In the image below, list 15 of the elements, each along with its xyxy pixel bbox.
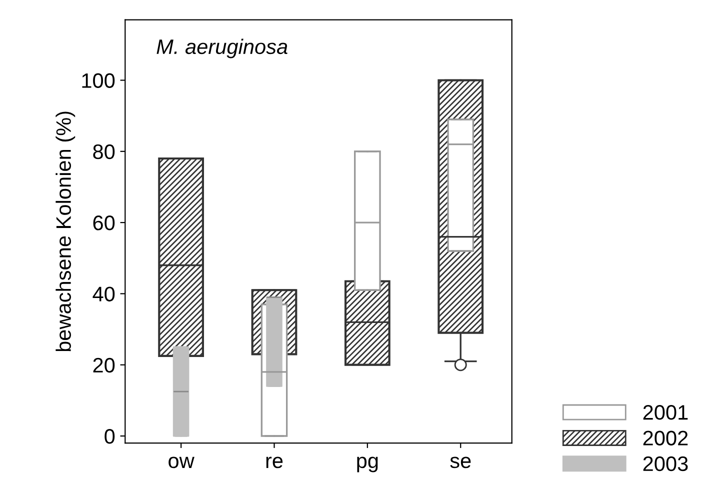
x-tick-label: ow xyxy=(168,456,194,468)
legend-label: 2003 xyxy=(643,456,688,472)
y-tick-label: 0 xyxy=(104,429,115,444)
y-tick-label: 40 xyxy=(92,286,115,302)
y-tick-label: 100 xyxy=(82,73,115,88)
legend-label: 2001 xyxy=(643,405,688,420)
y-axis-title: bewachsene Kolonien (%) xyxy=(56,112,76,352)
x-tick-label: pg xyxy=(357,456,378,472)
legend-label: 2002 xyxy=(643,430,688,446)
annotation: M. aeruginosa xyxy=(156,38,288,58)
y-tick-label: 60 xyxy=(93,216,115,230)
x-tick-label: re xyxy=(266,456,283,468)
y-tick-label: 80 xyxy=(93,144,115,160)
x-tick-label: se xyxy=(450,456,471,468)
y-tick-label: 20 xyxy=(93,358,115,373)
